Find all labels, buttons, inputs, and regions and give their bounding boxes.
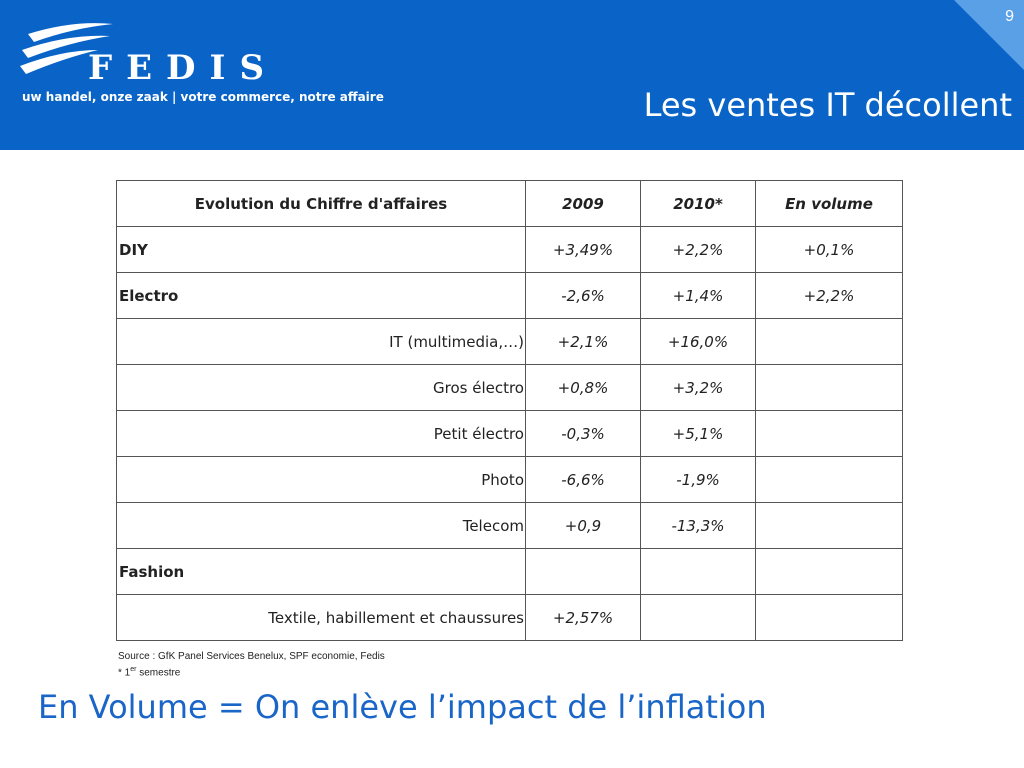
cell-2010: +1,4% xyxy=(640,272,756,319)
logo-wings-icon xyxy=(20,23,113,74)
cell-2009: +2,57% xyxy=(525,594,641,641)
cell-2009: +0,9 xyxy=(525,502,641,549)
cell-volume: +2,2% xyxy=(755,272,903,319)
cell-volume xyxy=(755,548,903,595)
header-cell-category: Evolution du Chiffre d'affaires xyxy=(116,180,526,227)
tagline: uw handel, onze zaak | votre commerce, n… xyxy=(22,90,384,104)
footnote-suffix: semestre xyxy=(136,667,181,679)
cell-volume xyxy=(755,364,903,411)
cell-2010: +2,2% xyxy=(640,226,756,273)
table-row: DIY +3,49% +2,2% +0,1% xyxy=(116,226,903,273)
cell-2009: -0,3% xyxy=(525,410,641,457)
cell-2009: +0,8% xyxy=(525,364,641,411)
footer-statement: En Volume = On enlève l’impact de l’infl… xyxy=(38,688,767,726)
cell-2009: -6,6% xyxy=(525,456,641,503)
table-header-row: Evolution du Chiffre d'affaires 2009 201… xyxy=(116,180,903,227)
row-label: Gros électro xyxy=(116,364,526,411)
table-row: Electro -2,6% +1,4% +2,2% xyxy=(116,272,903,319)
corner-fold xyxy=(954,0,1024,70)
source-line: Source : GfK Panel Services Benelux, SPF… xyxy=(118,651,385,662)
header-banner: 9 FEDIS uw handel, onze zaak | votre com… xyxy=(0,0,1024,150)
row-label: Telecom xyxy=(116,502,526,549)
row-label: Petit électro xyxy=(116,410,526,457)
table-row: Fashion xyxy=(116,548,903,595)
revenue-table: Evolution du Chiffre d'affaires 2009 201… xyxy=(116,180,903,641)
cell-volume: +0,1% xyxy=(755,226,903,273)
cell-2010 xyxy=(640,548,756,595)
header-cell-2009: 2009 xyxy=(525,180,641,227)
logo-text: FEDIS xyxy=(88,48,278,88)
cell-2009: +2,1% xyxy=(525,318,641,365)
cell-volume xyxy=(755,594,903,641)
cell-volume xyxy=(755,502,903,549)
cell-2010: +3,2% xyxy=(640,364,756,411)
table-row: IT (multimedia,…) +2,1% +16,0% xyxy=(116,318,903,365)
cell-volume xyxy=(755,318,903,365)
table-row: Telecom +0,9 -13,3% xyxy=(116,502,903,549)
cell-2009: -2,6% xyxy=(525,272,641,319)
cell-2010: -1,9% xyxy=(640,456,756,503)
row-label: Photo xyxy=(116,456,526,503)
cell-2010: -13,3% xyxy=(640,502,756,549)
cell-2009: +3,49% xyxy=(525,226,641,273)
table-row: Gros électro +0,8% +3,2% xyxy=(116,364,903,411)
table-row: Photo -6,6% -1,9% xyxy=(116,456,903,503)
cell-volume xyxy=(755,410,903,457)
page-number: 9 xyxy=(1005,8,1014,25)
row-label: IT (multimedia,…) xyxy=(116,318,526,365)
header-cell-volume: En volume xyxy=(755,180,903,227)
cell-2010: +5,1% xyxy=(640,410,756,457)
cell-2010: +16,0% xyxy=(640,318,756,365)
row-label: DIY xyxy=(116,226,526,273)
cell-2010 xyxy=(640,594,756,641)
row-label: Fashion xyxy=(116,548,526,595)
row-label: Textile, habillement et chaussures xyxy=(116,594,526,641)
cell-2009 xyxy=(525,548,641,595)
header-cell-2010: 2010* xyxy=(640,180,756,227)
footnote-line: * 1er semestre xyxy=(118,663,385,679)
table-row: Textile, habillement et chaussures +2,57… xyxy=(116,594,903,641)
cell-volume xyxy=(755,456,903,503)
row-label: Electro xyxy=(116,272,526,319)
footnote-prefix: * 1 xyxy=(118,667,131,679)
slide-title: Les ventes IT décollent xyxy=(643,86,1012,124)
table-row: Petit électro -0,3% +5,1% xyxy=(116,410,903,457)
source-note: Source : GfK Panel Services Benelux, SPF… xyxy=(118,650,385,679)
footnote-superscript: er xyxy=(130,666,137,673)
